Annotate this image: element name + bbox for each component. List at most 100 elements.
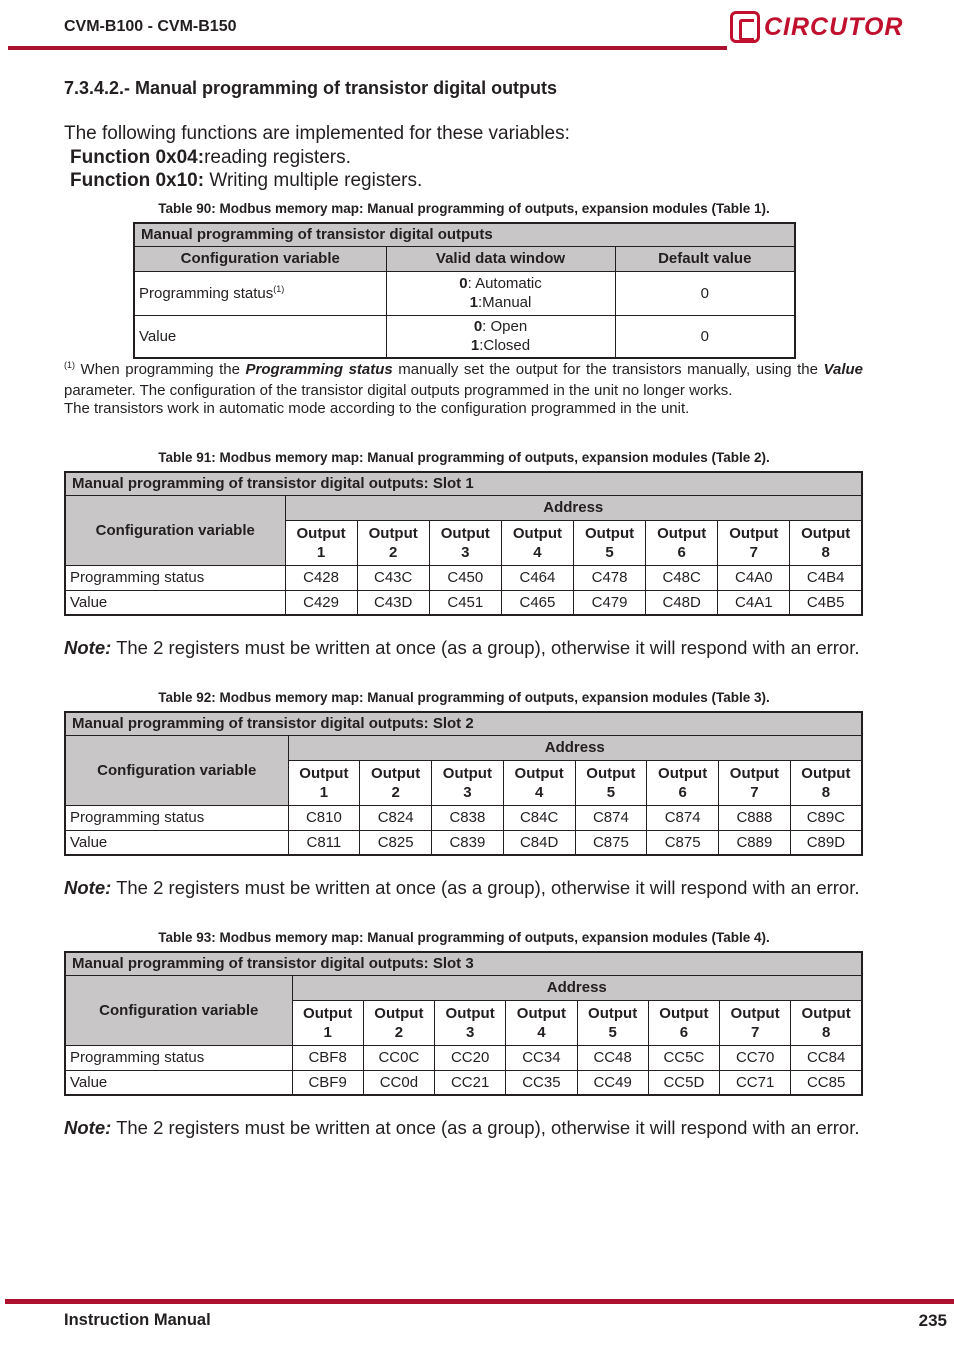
table-row: Value C429 C43D C451 C465 C479 C48D C4A1 C4B5 [64, 589, 863, 616]
address-cell: C889 [718, 829, 791, 856]
function-text: Writing multiple registers. [204, 170, 423, 191]
slot-table: Manual programming of transistor digital… [64, 471, 863, 616]
row-label: Programming status [64, 804, 289, 831]
address-cell: CC20 [433, 1044, 507, 1071]
address-cell: CC34 [505, 1044, 578, 1071]
address-cell: CC21 [433, 1069, 507, 1096]
output-header: Output 8 [789, 519, 863, 566]
address-cell: CBF8 [291, 1044, 364, 1071]
address-cell: C839 [431, 829, 504, 856]
address-cell: CC70 [718, 1044, 792, 1071]
output-header: Output 8 [789, 759, 863, 806]
address-cell: C84D [502, 829, 576, 856]
output-header: Output 1 [284, 519, 358, 566]
footnote-line: The transistors work in automatic mode a… [64, 400, 690, 417]
footnote: (1) When programming the Programming sta… [64, 360, 863, 399]
address-cell: C874 [646, 804, 719, 831]
document-header-title: CVM-B100 - CVM-B150 [64, 18, 237, 35]
address-cell: C4B4 [789, 564, 863, 591]
address-cell: C478 [572, 564, 647, 591]
circutor-logo: CIRCUTOR [730, 10, 908, 44]
address-cell: C825 [359, 829, 432, 856]
row-label: Value [64, 1069, 293, 1096]
default-value: 0 [614, 270, 796, 316]
address-cell: CC48 [576, 1044, 649, 1071]
row-label: Value [64, 829, 289, 856]
output-header: Output 7 [718, 759, 791, 806]
address-cell: C89D [789, 829, 863, 856]
address-cell: C451 [428, 589, 502, 616]
table-row: Value 0: Open 1:Closed 0 [133, 314, 796, 359]
address-cell: CC71 [718, 1069, 792, 1096]
address-cell: C888 [718, 804, 791, 831]
function-label: Function 0x04: [70, 147, 205, 168]
address-cell: C428 [284, 564, 358, 591]
footer-divider [5, 1299, 954, 1304]
table-row: Programming status C810 C824 C838 C84C C874 C8… [64, 804, 863, 831]
address-cell: CBF9 [291, 1069, 364, 1096]
output-header: Output 4 [500, 519, 575, 566]
table-row: Programming status CBF8 CC0C CC20 CC34 CC48 CC… [64, 1044, 863, 1071]
table-90-caption: Table 90: Modbus memory map: Manual prog… [158, 201, 770, 216]
column-header: Configuration variable [133, 245, 387, 272]
output-header: Output 3 [428, 519, 502, 566]
config-variable: Programming status(1) [133, 270, 387, 316]
column-header: Valid data window [385, 245, 616, 272]
row-label: Programming status [64, 1044, 293, 1071]
table-title: Manual programming of transistor digital… [64, 471, 863, 496]
output-header: Output 5 [576, 999, 649, 1046]
table-title: Manual programming of transistor digital… [64, 951, 863, 976]
address-header: Address [291, 974, 863, 1001]
address-cell: C875 [646, 829, 719, 856]
output-header: Output 1 [287, 759, 361, 806]
address-cell: CC85 [790, 1069, 863, 1096]
config-variable-header: Configuration variable [64, 974, 293, 1046]
section-heading: 7.3.4.2.- Manual programming of transist… [64, 78, 558, 98]
footer-label: Instruction Manual [64, 1311, 211, 1329]
output-header: Output 4 [505, 999, 578, 1046]
address-cell: CC0d [362, 1069, 436, 1096]
config-variable-header: Configuration variable [64, 494, 286, 566]
table-row: Value C811 C825 C839 C84D C875 C875 C889 C89D [64, 829, 863, 856]
address-cell: C43C [356, 564, 430, 591]
config-variable: Value [133, 314, 387, 359]
output-header: Output 7 [717, 519, 791, 566]
address-cell: C43D [356, 589, 430, 616]
note: Note: The 2 registers must be written at… [64, 1117, 860, 1138]
address-cell: C838 [431, 804, 504, 831]
logo-text: CIRCUTOR [764, 12, 904, 41]
output-header: Output 5 [574, 759, 648, 806]
output-header: Output 2 [356, 519, 430, 566]
table-row: Programming status C428 C43C C450 C464 C478 C4… [64, 564, 863, 591]
function-label: Function 0x10: [70, 170, 205, 191]
address-cell: C875 [574, 829, 648, 856]
output-header: Output 3 [431, 759, 504, 806]
address-cell: C89C [789, 804, 863, 831]
table-title: Manual programming of transistor digital… [64, 711, 863, 736]
row-label: Programming status [64, 564, 286, 591]
slot-table: Manual programming of transistor digital… [64, 951, 863, 1096]
table-caption: Table 92: Modbus memory map: Manual prog… [158, 690, 770, 705]
output-header: Output 5 [572, 519, 647, 566]
output-header: Output 8 [790, 999, 863, 1046]
address-cell: C4B5 [789, 589, 863, 616]
address-header: Address [284, 494, 863, 521]
output-header: Output 3 [433, 999, 507, 1046]
config-variable-header: Configuration variable [64, 734, 289, 806]
address-cell: C84C [502, 804, 576, 831]
table-title: Manual programming of transistor digital… [133, 222, 796, 247]
header-divider [8, 46, 727, 50]
output-header: Output 2 [362, 999, 436, 1046]
address-cell: CC5C [647, 1044, 721, 1071]
address-cell: CC84 [790, 1044, 863, 1071]
note: Note: The 2 registers must be written at… [64, 637, 860, 658]
output-header: Output 2 [359, 759, 432, 806]
table-row: Programming status(1) 0: Automatic 1:Manua… [133, 270, 796, 316]
logo-mark-icon [730, 11, 760, 43]
output-header: Output 6 [647, 999, 721, 1046]
address-cell: C4A1 [717, 589, 791, 616]
address-cell: C479 [572, 589, 647, 616]
address-cell: C48D [645, 589, 719, 616]
note: Note: The 2 registers must be written at… [64, 877, 860, 898]
address-cell: C874 [574, 804, 648, 831]
